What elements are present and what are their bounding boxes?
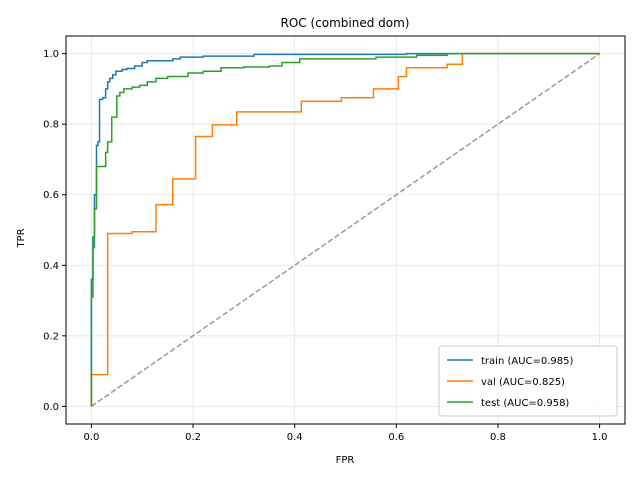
series-line-1 — [90, 52, 600, 407]
x-axis-label: FPR — [336, 455, 355, 466]
y-tick-label: 0.2 — [43, 331, 59, 342]
chance-reference-line — [90, 53, 601, 407]
x-tick-label: 0.0 — [83, 432, 99, 443]
y-tick-label: 0.0 — [43, 402, 59, 413]
legend-label: val (AUC=0.825) — [481, 377, 565, 388]
y-axis-label: TPR — [16, 228, 27, 248]
x-tick-label: 0.4 — [287, 432, 303, 443]
legend-box — [438, 345, 618, 417]
y-tick-label: 1.0 — [43, 49, 59, 60]
chart-title: ROC (combined dom) — [281, 16, 410, 30]
tick-layer: 0.0 0.2 0.4 0.6 0.8 1.0 0.0 0.2 0.4 0.6 0.8 1.0 — [43, 49, 607, 443]
y-tick-label: 0.6 — [43, 190, 59, 201]
x-tick-label: 0.8 — [490, 432, 506, 443]
plot-layer — [90, 52, 601, 407]
plot-frame — [65, 35, 626, 425]
grid-layer — [66, 36, 625, 424]
legend: train (AUC=0.985) val (AUC=0.825) test (AU… — [438, 345, 618, 417]
y-tick-label: 0.4 — [43, 261, 59, 272]
legend-label: train (AUC=0.985) — [481, 356, 574, 367]
legend-label: test (AUC=0.958) — [481, 398, 569, 409]
series-line-0 — [90, 52, 600, 407]
series-line-2 — [90, 52, 600, 407]
x-tick-label: 0.6 — [388, 432, 404, 443]
x-tick-label: 0.2 — [185, 432, 201, 443]
x-tick-label: 1.0 — [592, 432, 608, 443]
y-tick-label: 0.8 — [43, 120, 59, 131]
